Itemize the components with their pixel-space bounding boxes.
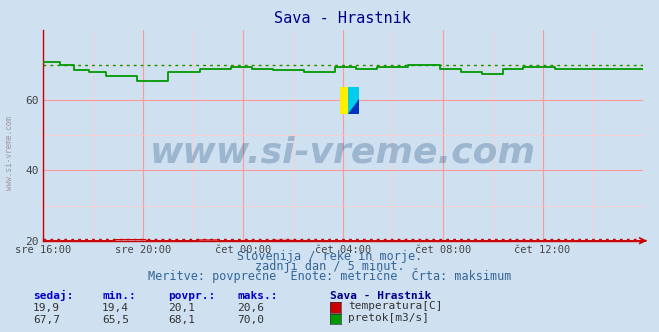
Text: pretok[m3/s]: pretok[m3/s]	[348, 313, 429, 323]
Text: www.si-vreme.com: www.si-vreme.com	[150, 135, 536, 169]
Text: povpr.:: povpr.:	[168, 291, 215, 301]
Text: 65,5: 65,5	[102, 315, 129, 325]
Text: Meritve: povprečne  Enote: metrične  Črta: maksimum: Meritve: povprečne Enote: metrične Črta:…	[148, 268, 511, 283]
Text: zadnji dan / 5 minut.: zadnji dan / 5 minut.	[254, 260, 405, 273]
Title: Sava - Hrastnik: Sava - Hrastnik	[274, 11, 411, 26]
Text: 68,1: 68,1	[168, 315, 195, 325]
Text: temperatura[C]: temperatura[C]	[348, 301, 442, 311]
Text: min.:: min.:	[102, 291, 136, 301]
Text: 70,0: 70,0	[237, 315, 264, 325]
Text: 19,9: 19,9	[33, 303, 60, 313]
Text: 20,6: 20,6	[237, 303, 264, 313]
Text: maks.:: maks.:	[237, 291, 277, 301]
Text: sedaj:: sedaj:	[33, 290, 73, 301]
FancyBboxPatch shape	[349, 87, 359, 114]
Text: 19,4: 19,4	[102, 303, 129, 313]
Text: 20,1: 20,1	[168, 303, 195, 313]
FancyBboxPatch shape	[339, 87, 350, 114]
Polygon shape	[349, 99, 359, 114]
Text: Sava - Hrastnik: Sava - Hrastnik	[330, 291, 431, 301]
Text: Slovenija / reke in morje.: Slovenija / reke in morje.	[237, 250, 422, 263]
Text: 67,7: 67,7	[33, 315, 60, 325]
Text: www.si-vreme.com: www.si-vreme.com	[5, 116, 14, 190]
